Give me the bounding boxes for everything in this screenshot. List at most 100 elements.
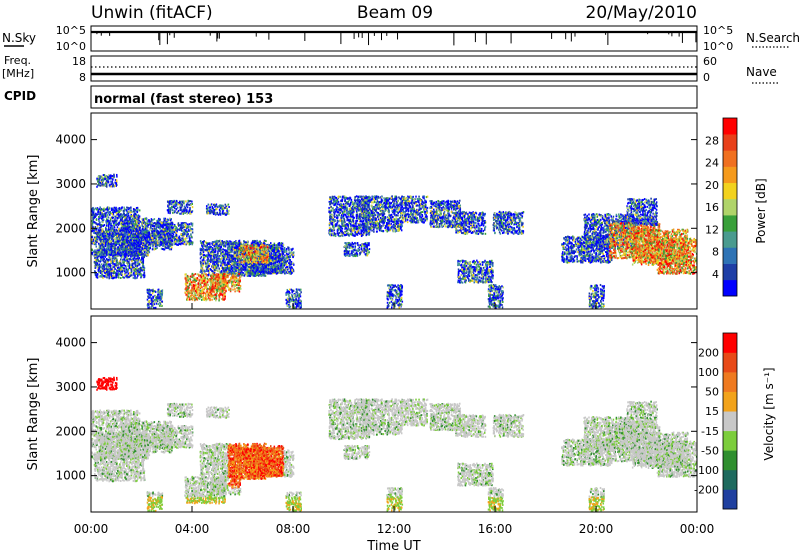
power-cell	[141, 236, 143, 239]
power-cell	[129, 211, 132, 214]
power-cell	[116, 247, 118, 250]
power-cell	[99, 269, 101, 272]
power-cell	[138, 242, 140, 245]
power-cell	[121, 246, 124, 249]
power-cell	[130, 206, 132, 209]
power-cell	[94, 232, 97, 235]
power-cell	[256, 239, 258, 242]
cpid-label: CPID	[4, 89, 36, 103]
power-cell	[95, 238, 98, 241]
power-cell	[91, 220, 93, 223]
power-cell	[160, 243, 163, 246]
power-cell	[127, 252, 130, 255]
power-cell	[98, 260, 100, 263]
power-cell	[133, 250, 136, 253]
power-cell	[116, 251, 119, 254]
power-cell	[130, 215, 132, 218]
power-cell	[161, 222, 163, 225]
power-cell	[139, 271, 141, 274]
power-cell	[108, 220, 111, 223]
power-cell	[99, 228, 102, 231]
power-cell	[110, 216, 113, 219]
power-cell	[142, 228, 144, 230]
power-cell	[125, 218, 127, 221]
power-cell	[99, 249, 102, 252]
power-cell	[103, 268, 106, 271]
power-cell	[91, 240, 93, 243]
power-cell	[110, 260, 112, 263]
power-cell	[115, 209, 118, 212]
power-cell	[108, 237, 111, 240]
power-cell	[137, 254, 139, 257]
power-cell	[106, 270, 108, 273]
power-cell	[167, 227, 170, 230]
power-cell	[91, 207, 94, 210]
power-cell	[96, 273, 99, 276]
power-cell	[189, 237, 191, 240]
power-cell	[104, 249, 107, 252]
power-cell	[122, 210, 125, 213]
power-cell	[137, 214, 140, 217]
power-cell	[113, 240, 115, 243]
power-cell	[129, 274, 132, 277]
power-cell	[133, 212, 136, 215]
power-cell	[115, 179, 118, 182]
power-cell	[180, 203, 183, 206]
power-cell	[101, 230, 104, 233]
power-cell	[150, 222, 153, 225]
power-cell	[104, 244, 107, 247]
power-cell	[91, 210, 93, 213]
power-cell	[115, 232, 117, 235]
power-cell	[122, 267, 125, 270]
power-cell	[109, 213, 111, 216]
power-cell	[169, 208, 172, 211]
power-cell	[159, 235, 162, 238]
power-cell	[95, 237, 97, 240]
power-cell	[176, 211, 178, 214]
power-cell	[205, 242, 208, 245]
power-cell	[107, 251, 110, 254]
power-cell	[124, 273, 127, 276]
power-cell	[147, 240, 149, 243]
power-cell	[164, 243, 167, 246]
power-cell	[223, 212, 226, 215]
power-cell	[110, 252, 113, 255]
power-cell	[175, 228, 177, 231]
power-cell	[92, 210, 94, 213]
power-cell	[132, 254, 134, 257]
power-cell	[118, 268, 120, 271]
power-cell	[257, 274, 260, 277]
power-cell	[112, 254, 115, 257]
power-cell	[142, 219, 145, 222]
power-cell	[202, 264, 204, 267]
power-cell	[187, 199, 190, 202]
power-cell	[97, 209, 99, 212]
power-cell	[99, 206, 101, 209]
power-cell	[101, 215, 103, 218]
power-cell	[148, 219, 150, 222]
power-cell	[94, 259, 97, 262]
power-cell	[113, 206, 116, 209]
power-cell	[162, 228, 165, 231]
power-cell	[149, 238, 151, 241]
power-cell	[152, 222, 155, 225]
power-cell	[147, 238, 150, 241]
power-cell	[151, 230, 154, 233]
power-cell	[190, 211, 193, 214]
power-cell	[93, 208, 96, 211]
power-cell	[102, 239, 105, 242]
power-cell	[134, 245, 137, 248]
power-cell	[125, 266, 127, 269]
power-cell	[130, 222, 133, 225]
power-cell	[129, 272, 131, 275]
power-cell	[101, 232, 104, 235]
power-cell	[224, 266, 226, 269]
power-cell	[220, 204, 222, 207]
power-cell	[211, 211, 214, 214]
power-cell	[118, 211, 121, 214]
power-cell	[186, 206, 189, 209]
power-cell	[107, 233, 110, 236]
power-cell	[126, 235, 129, 238]
power-cell	[110, 247, 113, 250]
power-cell	[126, 233, 128, 236]
